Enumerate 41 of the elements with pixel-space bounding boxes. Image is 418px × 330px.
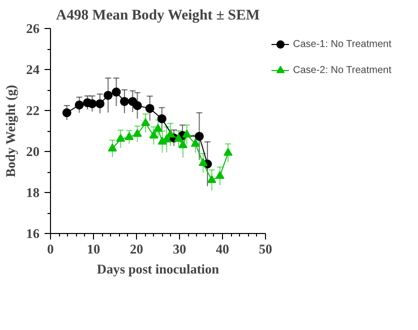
- point: [116, 134, 126, 142]
- y-tick-label: 20: [26, 144, 40, 159]
- point: [198, 158, 208, 166]
- legend-label: Case-2: No Treatment: [293, 64, 392, 76]
- point: [194, 132, 204, 141]
- point: [182, 130, 192, 138]
- y-tick-label: 16: [26, 226, 40, 241]
- point: [215, 170, 224, 179]
- point: [141, 118, 150, 126]
- point: [149, 130, 158, 139]
- point: [154, 124, 162, 132]
- point: [112, 88, 121, 97]
- point: [95, 99, 104, 108]
- y-tick-label: 24: [26, 62, 40, 77]
- point: [108, 144, 117, 152]
- point: [104, 90, 113, 100]
- point: [174, 134, 184, 142]
- point: [62, 108, 72, 118]
- x-tick-label: 50: [258, 242, 272, 256]
- point: [145, 104, 154, 113]
- x-tick-label: 20: [130, 242, 144, 256]
- x-tick-label: 0: [47, 242, 54, 256]
- x-tick-label: 30: [172, 242, 186, 256]
- point: [120, 96, 129, 106]
- y-tick-label: 18: [26, 185, 40, 200]
- x-tick-label: 40: [216, 242, 230, 256]
- y-axis-title: Body Weight (g): [3, 84, 18, 178]
- point: [132, 101, 142, 110]
- y-tick-label: 26: [26, 21, 40, 36]
- point: [157, 114, 166, 124]
- point: [224, 148, 233, 156]
- point: [74, 100, 84, 110]
- legend-label: Case-1: No Treatment: [293, 38, 392, 50]
- x-tick-label: 10: [86, 242, 100, 256]
- point: [190, 138, 200, 147]
- y-tick-label: 22: [26, 103, 40, 118]
- point: [132, 128, 142, 137]
- point: [178, 140, 188, 148]
- chart-title: A498 Mean Body Weight ± SEM: [56, 8, 260, 24]
- point: [207, 175, 216, 184]
- x-axis-title: Days post inoculation: [96, 262, 220, 276]
